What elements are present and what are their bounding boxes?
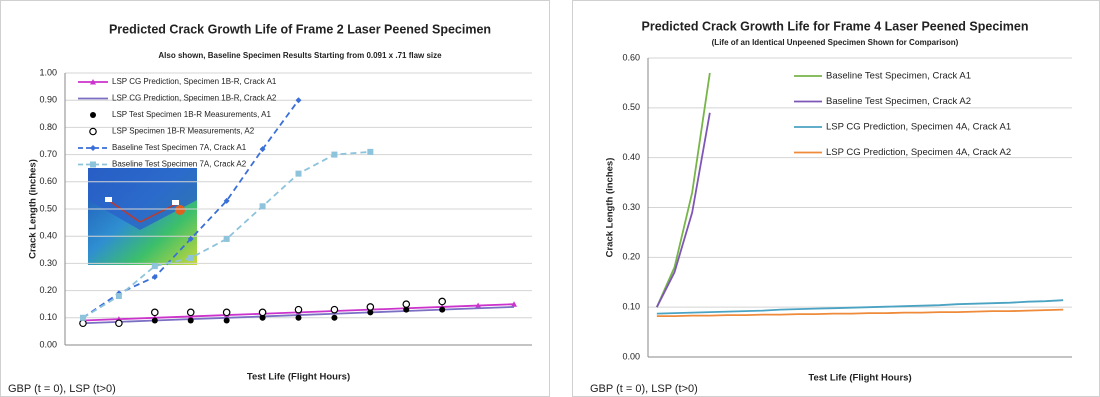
legend-label: Baseline Test Specimen, Crack A2 (826, 96, 971, 107)
legend-swatch (90, 128, 96, 134)
y-tick-label: 0.60 (39, 176, 57, 186)
y-tick-label: 0.10 (39, 312, 57, 322)
y-tick-label: 0.00 (39, 339, 57, 349)
point (116, 293, 122, 299)
point (152, 263, 158, 269)
footnote: GBP (t = 0), LSP (t>0) (590, 383, 698, 395)
page: Predicted Crack Growth Life of Frame 2 L… (0, 0, 1100, 397)
legend-label: Baseline Test Specimen, Crack A1 (826, 71, 971, 82)
y-tick-label: 0.30 (39, 258, 57, 268)
x-axis-label: Test Life (Flight Hours) (808, 373, 911, 384)
point (331, 315, 337, 321)
legend-label: LSP CG Prediction, Specimen 4A, Crack A2 (826, 147, 1011, 158)
chart-title: Predicted Crack Growth Life for Frame 4 … (642, 19, 1029, 33)
point (403, 301, 409, 307)
chart-title: Predicted Crack Growth Life of Frame 2 L… (109, 22, 491, 36)
point (296, 315, 302, 321)
legend-label: LSP Test Specimen 1B-R Measurements, A1 (112, 110, 271, 119)
legend-label: LSP CG Prediction, Specimen 1B-R, Crack … (112, 94, 277, 103)
y-tick-label: 0.40 (622, 152, 640, 162)
chart: Predicted Crack Growth Life for Frame 4 … (572, 0, 1100, 397)
point (331, 306, 337, 312)
y-tick-label: 0.90 (39, 95, 57, 105)
point (439, 298, 445, 304)
y-tick-label: 0.00 (622, 351, 640, 361)
point (295, 306, 301, 312)
point (367, 149, 373, 155)
point (188, 318, 194, 324)
point (331, 152, 337, 158)
chart-subtitle: (Life of an Identical Unpeened Specimen … (712, 38, 959, 47)
y-tick-label: 0.70 (39, 149, 57, 159)
point (80, 315, 86, 321)
y-tick-label: 0.40 (39, 231, 57, 241)
legend-label: Baseline Test Specimen 7A, Crack A1 (112, 143, 247, 152)
x-axis-label: Test Life (Flight Hours) (247, 372, 350, 383)
point (224, 236, 230, 242)
y-tick-label: 0.50 (39, 203, 57, 213)
point (260, 203, 266, 209)
y-tick-label: 0.80 (39, 122, 57, 132)
point (224, 318, 230, 324)
point (116, 320, 122, 326)
chart-frame (573, 1, 1100, 397)
y-tick-label: 1.00 (39, 67, 57, 77)
point (259, 309, 265, 315)
y-axis-label: Crack Length (inches) (28, 159, 39, 259)
legend-label: Baseline Test Specimen 7A, Crack A2 (112, 160, 247, 169)
point (439, 307, 445, 313)
point (188, 309, 194, 315)
point (367, 304, 373, 310)
point (152, 309, 158, 315)
y-tick-label: 0.10 (622, 302, 640, 312)
legend-swatch (90, 112, 96, 118)
chart: Predicted Crack Growth Life of Frame 2 L… (0, 0, 550, 397)
point (152, 318, 158, 324)
point (188, 255, 194, 261)
y-tick-label: 0.30 (622, 202, 640, 212)
point (296, 171, 302, 177)
point (80, 320, 86, 326)
y-tick-label: 0.50 (622, 102, 640, 112)
inset-image (88, 168, 197, 265)
y-axis-label: Crack Length (inches) (605, 158, 616, 258)
chart-subtitle: Also shown, Baseline Specimen Results St… (158, 51, 442, 60)
legend-label: LSP CG Prediction, Specimen 4A, Crack A1 (826, 122, 1011, 133)
y-tick-label: 0.60 (622, 52, 640, 62)
legend-label: LSP CG Prediction, Specimen 1B-R, Crack … (112, 77, 277, 86)
y-tick-label: 0.20 (39, 285, 57, 295)
footnote: GBP (t = 0), LSP (t>0) (8, 383, 116, 395)
y-tick-label: 0.20 (622, 252, 640, 262)
legend-label: LSP Specimen 1B-R Measurements, A2 (112, 127, 255, 136)
legend-swatch (90, 162, 96, 168)
point (223, 309, 229, 315)
